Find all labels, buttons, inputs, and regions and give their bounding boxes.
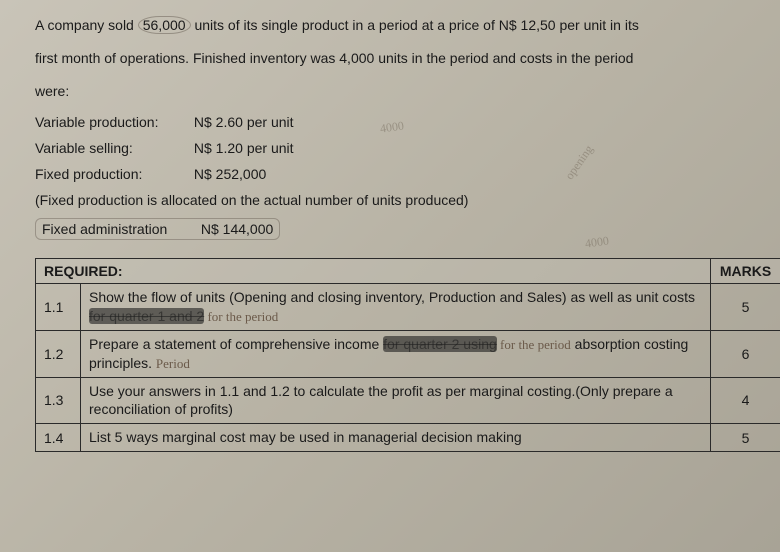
fixed-administration: Fixed administration N$ 144,000 — [35, 218, 280, 240]
required-header: REQUIRED: — [36, 259, 711, 284]
row-desc: List 5 ways marginal cost may be used in… — [81, 424, 711, 452]
units-sold: 56,000 — [138, 16, 191, 34]
handwritten-note: for the period — [204, 309, 278, 324]
text: in the period and costs in the period — [412, 50, 634, 66]
table-header-row: REQUIRED: MARKS — [36, 259, 780, 284]
fixed-production: Fixed production: N$ 252,000 — [35, 166, 780, 182]
label: Fixed production: — [35, 166, 190, 182]
marks-header: MARKS — [711, 259, 780, 284]
label: Variable selling: — [35, 140, 190, 156]
label: Fixed administration — [42, 221, 197, 237]
table-row: 1.1 Show the flow of units (Opening and … — [36, 284, 780, 331]
row-marks: 4 — [711, 377, 780, 424]
text: Show the flow of units (Opening and clos… — [89, 289, 695, 305]
row-desc: Prepare a statement of comprehensive inc… — [81, 330, 711, 377]
label: Variable production: — [35, 114, 190, 130]
pencil-annotation: 4000 — [379, 118, 405, 136]
row-num: 1.2 — [36, 330, 81, 377]
handwritten-note: for the period — [497, 337, 571, 352]
text: A company sold — [35, 17, 134, 33]
scribbled-text: for quarter 2 using — [383, 336, 497, 352]
handwritten-note: Period — [156, 356, 190, 371]
intro-line-1: A company sold 56,000 units of its singl… — [35, 15, 780, 36]
row-marks: 6 — [711, 330, 780, 377]
variable-selling: Variable selling: N$ 1.20 per unit — [35, 140, 780, 156]
inventory: 4,000 units — [339, 50, 408, 66]
intro-line-3: were: — [35, 81, 780, 102]
scribbled-text: for quarter 1 and 2 — [89, 308, 204, 324]
allocation-note: (Fixed production is allocated on the ac… — [35, 192, 780, 208]
variable-production: Variable production: N$ 2.60 per unit — [35, 114, 780, 130]
required-table: REQUIRED: MARKS 1.1 Show the flow of uni… — [35, 258, 780, 452]
pencil-annotation: 4000 — [584, 233, 610, 251]
row-marks: 5 — [711, 424, 780, 452]
value: N$ 144,000 — [201, 221, 273, 237]
price: N$ 12,50 — [499, 17, 556, 33]
intro-line-2: first month of operations. Finished inve… — [35, 48, 780, 69]
text: first month of operations. Finished inve… — [35, 50, 335, 66]
row-num: 1.3 — [36, 377, 81, 424]
table-row: 1.4 List 5 ways marginal cost may be use… — [36, 424, 780, 452]
text: per unit in its — [559, 17, 638, 33]
value: N$ 2.60 per unit — [194, 114, 294, 130]
row-desc: Show the flow of units (Opening and clos… — [81, 284, 711, 331]
text: Prepare a statement of comprehensive inc… — [89, 336, 383, 352]
value: N$ 252,000 — [194, 166, 266, 182]
value: N$ 1.20 per unit — [194, 140, 294, 156]
text: units of its single product in a period … — [194, 17, 494, 33]
row-num: 1.1 — [36, 284, 81, 331]
row-marks: 5 — [711, 284, 780, 331]
table-row: 1.2 Prepare a statement of comprehensive… — [36, 330, 780, 377]
table-row: 1.3 Use your answers in 1.1 and 1.2 to c… — [36, 377, 780, 424]
row-num: 1.4 — [36, 424, 81, 452]
row-desc: Use your answers in 1.1 and 1.2 to calcu… — [81, 377, 711, 424]
